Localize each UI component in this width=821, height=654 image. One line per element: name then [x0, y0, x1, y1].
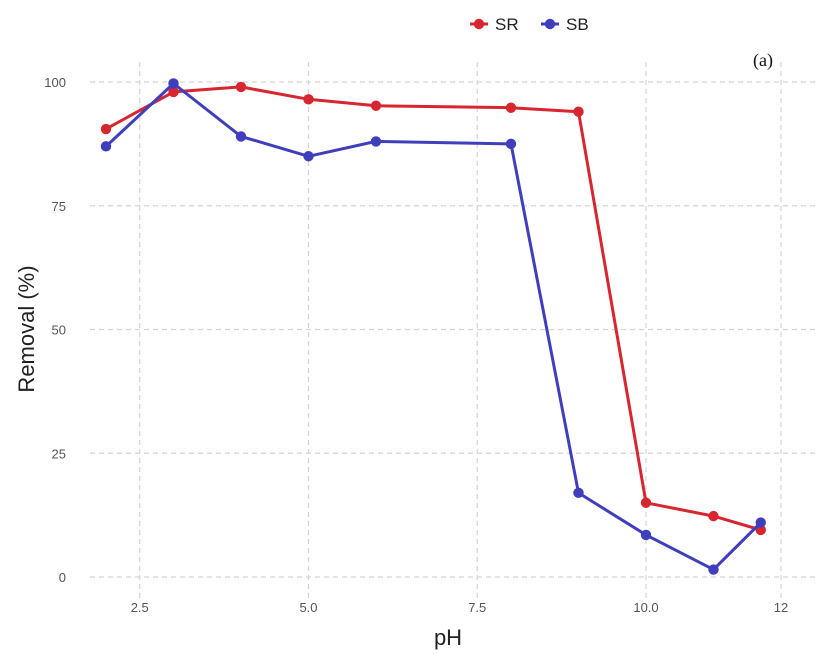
legend: SR SB — [470, 15, 589, 34]
panel-label: (a) — [753, 50, 773, 71]
data-point-sr — [640, 497, 652, 508]
data-point-sr — [235, 81, 247, 93]
series-line-sb — [104, 82, 763, 572]
series-sr — [100, 81, 766, 536]
x-tick-label: 2.5 — [131, 600, 149, 615]
series-line-sr — [104, 85, 763, 532]
data-point-sb — [755, 517, 766, 528]
y-tick-label: 50 — [52, 323, 66, 338]
axis-ticks: 0 25 50 75 100 2.5 5.0 7.5 10.0 12 — [44, 75, 788, 615]
data-point-sb — [235, 131, 247, 142]
data-point-sr — [303, 94, 314, 105]
data-point-sr — [505, 102, 517, 113]
data-point-sr — [755, 524, 766, 536]
y-tick-label: 0 — [59, 570, 66, 585]
data-point-sb — [708, 564, 719, 575]
y-tick-label: 100 — [44, 75, 66, 90]
data-point-sb — [100, 141, 112, 152]
x-tick-label: 7.5 — [468, 600, 486, 615]
data-point-sb — [505, 138, 517, 150]
x-tick-label: 12 — [774, 600, 788, 615]
x-tick-label: 5.0 — [299, 600, 317, 615]
legend-swatch-point — [544, 18, 556, 30]
data-point-sb — [573, 487, 584, 499]
data-point-sb — [370, 136, 382, 147]
x-axis-title: pH — [434, 625, 462, 650]
data-point-sr — [573, 106, 584, 117]
legend-swatch-point — [473, 18, 485, 30]
y-tick-label: 25 — [52, 446, 66, 461]
data-point-sr — [168, 86, 179, 98]
series-sb — [100, 78, 766, 575]
y-axis-title: Removal (%) — [14, 265, 39, 392]
data-point-sb — [303, 151, 314, 162]
data-point-sr — [708, 510, 719, 522]
legend-label: SR — [495, 15, 519, 34]
x-tick-label: 10.0 — [633, 600, 658, 615]
y-tick-label: 75 — [52, 199, 66, 214]
grid — [90, 62, 818, 600]
data-point-sb — [168, 78, 179, 89]
data-point-sr — [100, 123, 112, 135]
legend-label: SB — [566, 15, 589, 34]
data-point-sb — [640, 529, 652, 541]
series-group — [100, 78, 766, 575]
data-point-sr — [370, 100, 382, 111]
